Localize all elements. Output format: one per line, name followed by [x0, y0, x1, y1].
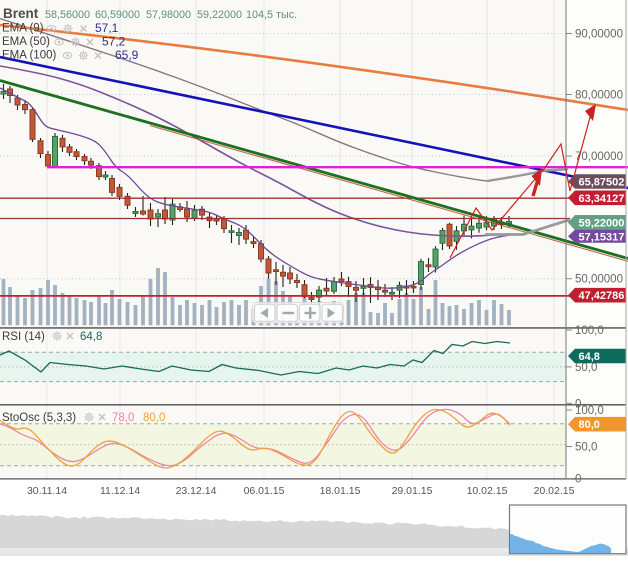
svg-text:58,56000: 58,56000 [45, 9, 90, 21]
svg-text:57,15317: 57,15317 [579, 231, 625, 243]
svg-text:29.01.15: 29.01.15 [392, 485, 433, 497]
svg-text:64,8: 64,8 [579, 351, 600, 363]
svg-text:65,9: 65,9 [115, 48, 139, 62]
svg-text:23.12.14: 23.12.14 [176, 485, 217, 497]
svg-text:11.12.14: 11.12.14 [100, 485, 140, 497]
svg-text:60,59000: 60,59000 [95, 9, 140, 21]
svg-text:63,34127: 63,34127 [579, 193, 625, 205]
svg-text:57,98000: 57,98000 [146, 9, 191, 21]
svg-text:50,0: 50,0 [575, 442, 597, 454]
svg-text:59,22000: 59,22000 [197, 9, 242, 21]
svg-text:64,8: 64,8 [80, 331, 102, 343]
svg-text:80,0: 80,0 [579, 419, 600, 431]
svg-text:Brent: Brent [3, 6, 39, 21]
svg-text:100,0: 100,0 [575, 405, 604, 417]
svg-text:StoOsc (5,3,3): StoOsc (5,3,3) [2, 412, 76, 424]
svg-text:50,00000: 50,00000 [575, 274, 623, 286]
svg-text:47,42786: 47,42786 [579, 290, 625, 302]
svg-text:RSI (14): RSI (14) [2, 331, 45, 343]
svg-text:78,0: 78,0 [112, 412, 134, 424]
svg-text:80,0: 80,0 [143, 412, 165, 424]
svg-text:65,87502: 65,87502 [579, 177, 625, 189]
svg-text:90,00000: 90,00000 [575, 29, 623, 41]
svg-text:EMA (100): EMA (100) [2, 50, 56, 62]
svg-text:30.11.14: 30.11.14 [27, 485, 67, 497]
svg-text:20.02.15: 20.02.15 [534, 485, 575, 497]
svg-text:57,2: 57,2 [102, 35, 126, 49]
svg-text:100,0: 100,0 [575, 325, 604, 337]
svg-text:0: 0 [575, 474, 581, 486]
svg-text:50,0: 50,0 [575, 362, 597, 374]
svg-text:104,5 тыс.: 104,5 тыс. [246, 9, 297, 21]
svg-text:EMA (50): EMA (50) [2, 36, 50, 48]
svg-text:57,1: 57,1 [95, 21, 119, 35]
svg-text:70,00000: 70,00000 [575, 151, 623, 163]
svg-text:10.02.15: 10.02.15 [467, 485, 508, 497]
svg-text:06.01.15: 06.01.15 [244, 485, 285, 497]
svg-text:0: 0 [575, 398, 581, 410]
svg-text:80,00000: 80,00000 [575, 90, 623, 102]
svg-text:EMA (9): EMA (9) [2, 23, 44, 35]
svg-text:18.01.15: 18.01.15 [320, 485, 361, 497]
svg-text:59,22000: 59,22000 [579, 218, 625, 230]
